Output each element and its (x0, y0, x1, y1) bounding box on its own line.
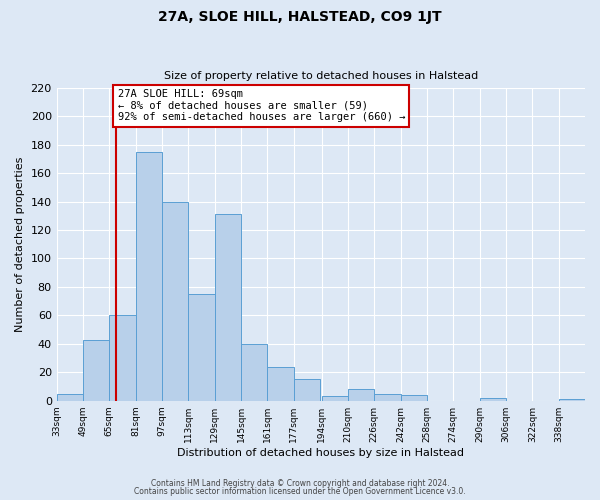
Bar (215, 214, 241, 400)
Text: Contains public sector information licensed under the Open Government Licence v3: Contains public sector information licen… (134, 487, 466, 496)
Bar (56, 394, 83, 400)
Bar (241, 344, 268, 401)
Text: Contains HM Land Registry data © Crown copyright and database right 2024.: Contains HM Land Registry data © Crown c… (151, 478, 449, 488)
Text: 27A SLOE HILL: 69sqm
← 8% of detached houses are smaller (59)
92% of semi-detach: 27A SLOE HILL: 69sqm ← 8% of detached ho… (118, 90, 405, 122)
Bar (401, 395, 427, 400)
Bar (268, 366, 293, 400)
Bar (188, 294, 215, 401)
Y-axis label: Number of detached properties: Number of detached properties (15, 156, 25, 332)
Bar (109, 316, 136, 400)
Title: Size of property relative to detached houses in Halstead: Size of property relative to detached ho… (164, 72, 478, 82)
Bar (322, 396, 348, 400)
Bar (162, 202, 188, 400)
Bar (348, 390, 374, 400)
X-axis label: Distribution of detached houses by size in Halstead: Distribution of detached houses by size … (178, 448, 464, 458)
Bar (293, 380, 320, 400)
Bar (374, 394, 401, 400)
Bar (479, 398, 506, 400)
Text: 27A, SLOE HILL, HALSTEAD, CO9 1JT: 27A, SLOE HILL, HALSTEAD, CO9 1JT (158, 10, 442, 24)
Bar (136, 152, 162, 400)
Bar (83, 340, 109, 400)
